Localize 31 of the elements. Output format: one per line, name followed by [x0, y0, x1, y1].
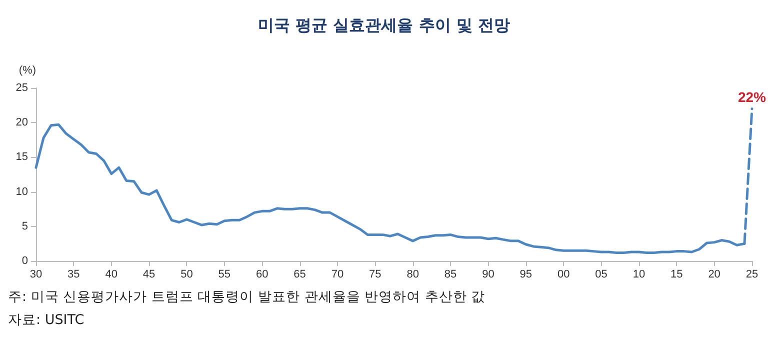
y-tick-label: 25 — [16, 82, 28, 94]
data-label: 22% — [738, 88, 767, 105]
y-axis-title: (%) — [18, 64, 36, 76]
x-tick-label: 55 — [218, 268, 231, 280]
x-tick-label: 35 — [68, 268, 80, 280]
x-tick-label: 25 — [746, 268, 758, 280]
x-tick-label: 45 — [142, 268, 156, 280]
x-tick-label: 50 — [180, 268, 193, 280]
y-tick-label: 5 — [22, 220, 28, 232]
text: 자료: USITC — [8, 311, 86, 330]
x-tick-label: 20 — [708, 268, 720, 280]
x-tick-label: 00 — [557, 268, 570, 280]
y-tick-label: 15 — [16, 151, 28, 164]
x-tick-label: 80 — [406, 268, 419, 280]
y-tick-label: 10 — [16, 186, 28, 198]
chart-title: 미국 평균 실효관세율 추이 및 전망 — [258, 16, 510, 34]
x-tick-label: 40 — [105, 268, 118, 280]
x-tick-label: 60 — [256, 268, 268, 280]
x-tick-label: 85 — [444, 268, 457, 280]
text: 주: 미국 신용평가사가 트럼프 대통령이 발표한 관세율을 반영하여 추산한 값 — [8, 288, 486, 307]
x-tick-label: 95 — [520, 268, 532, 280]
x-tick-label: 90 — [482, 268, 494, 280]
x-tick-label: 10 — [632, 268, 646, 280]
x-tick-label: 15 — [670, 268, 683, 280]
y-tick-label: 20 — [16, 116, 28, 129]
x-tick-label: 30 — [30, 268, 42, 280]
y-tick-label: 0 — [22, 255, 28, 267]
x-tick-label: 70 — [331, 268, 344, 280]
x-tick-label: 05 — [595, 268, 608, 280]
x-tick-label: 75 — [369, 268, 382, 280]
x-tick-label: 65 — [294, 268, 306, 280]
